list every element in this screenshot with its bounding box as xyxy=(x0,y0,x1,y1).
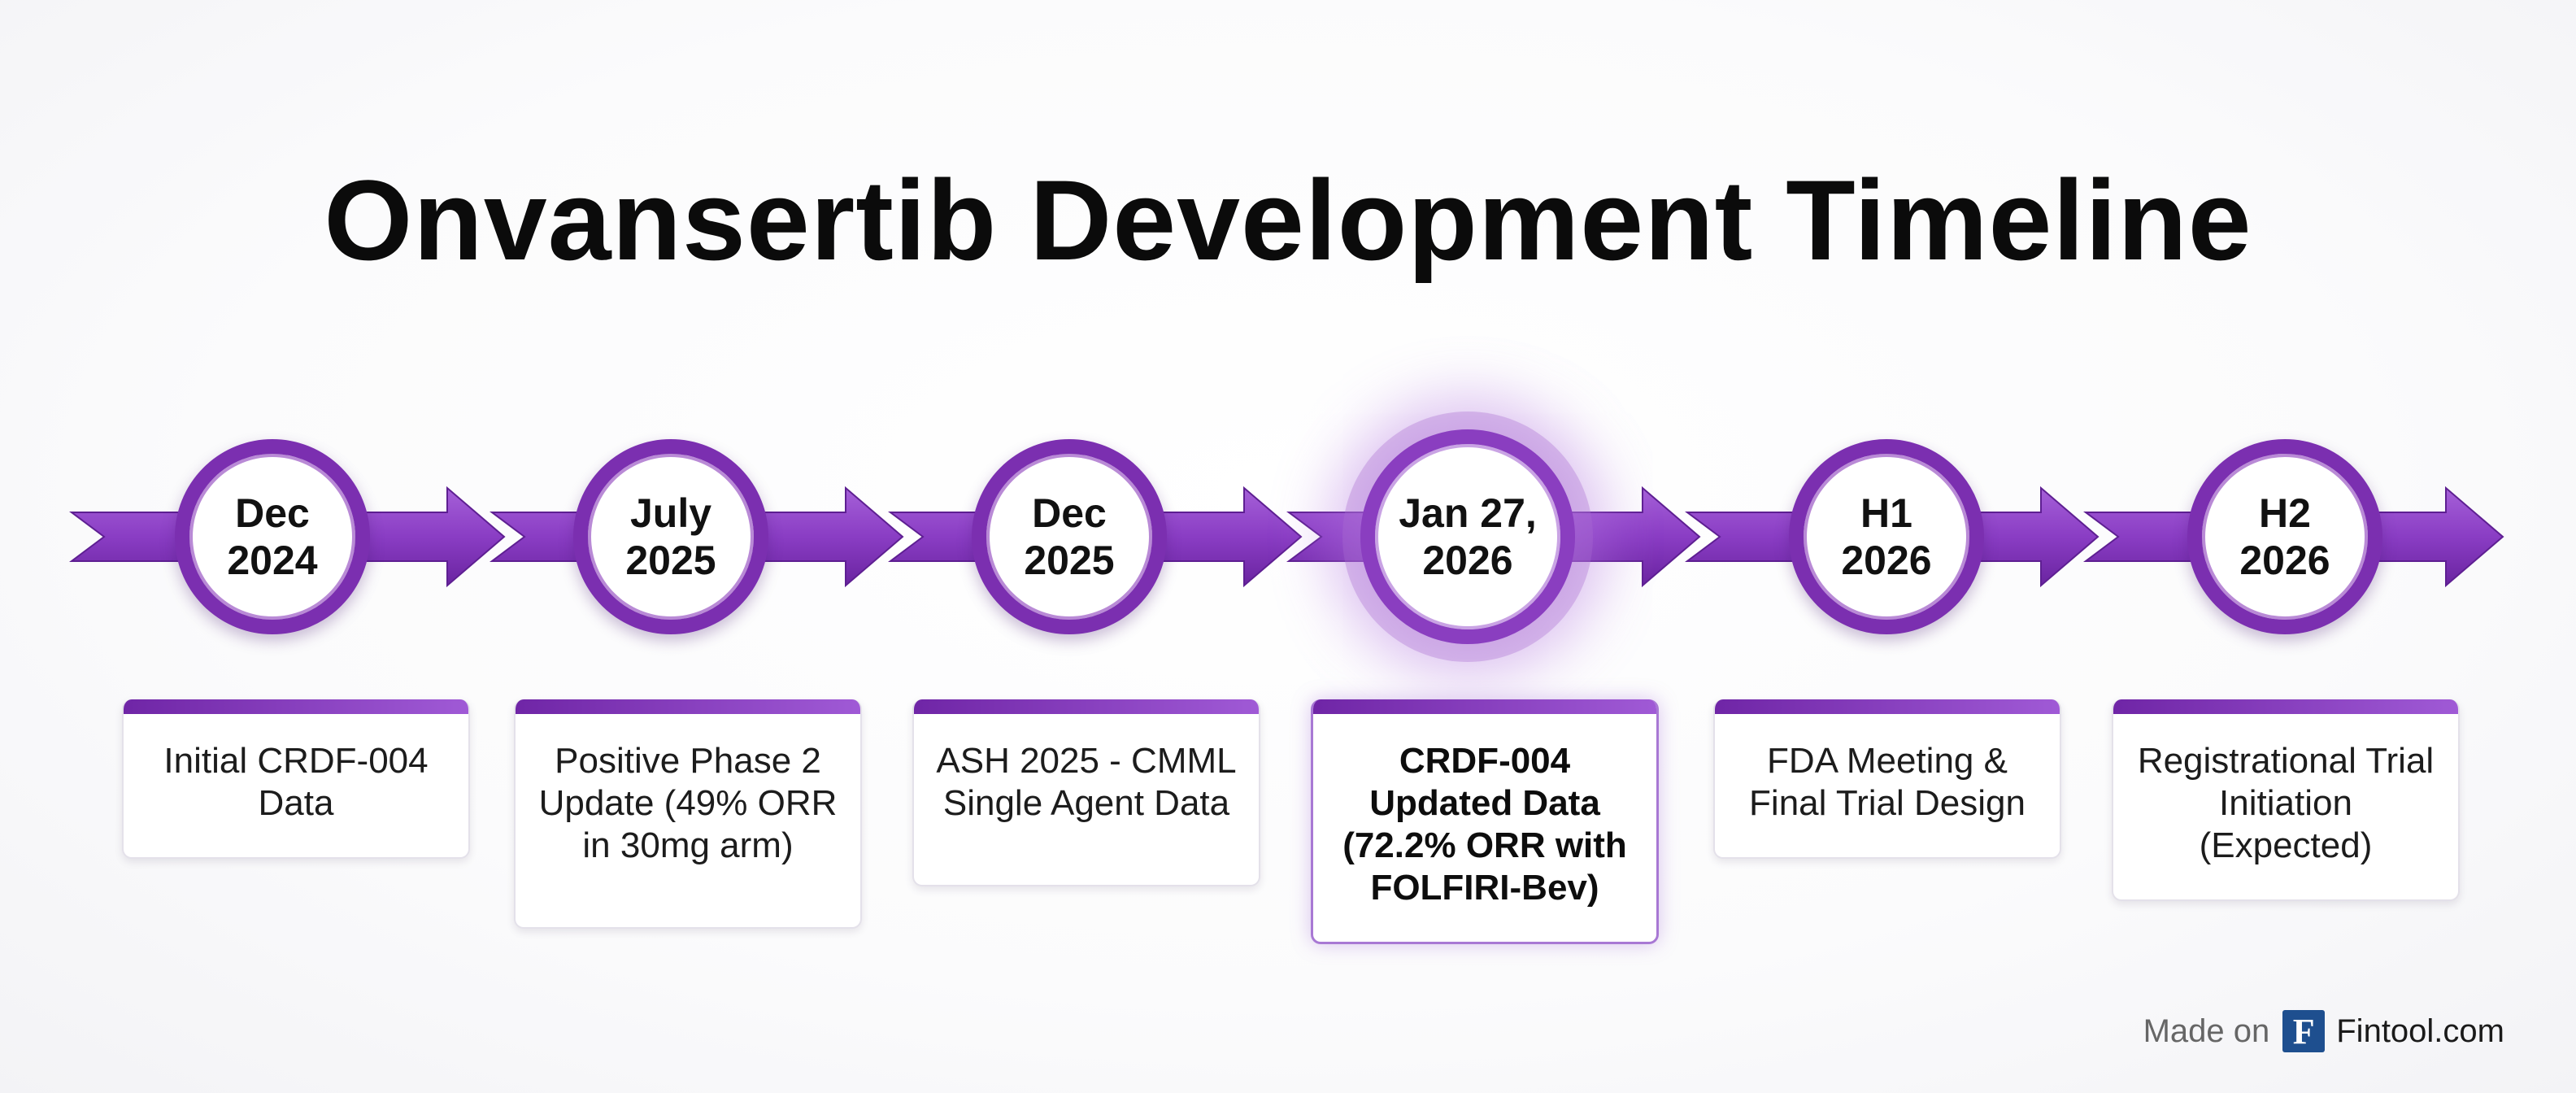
milestone-card: Positive Phase 2 Update (49% ORR in 30mg… xyxy=(514,699,862,929)
milestone-date-line1: Dec xyxy=(1032,490,1107,536)
fintool-logo-icon: F xyxy=(2282,1010,2326,1052)
milestone-date-node: Dec 2024 xyxy=(175,439,370,634)
brand-link[interactable]: Fintool.com xyxy=(2336,1012,2504,1049)
milestone-date-line1: Jan 27, xyxy=(1399,490,1537,536)
milestone-date-line1: July xyxy=(629,490,712,536)
milestone-date-line2: 2025 xyxy=(625,538,716,583)
milestone-card-accent-bar xyxy=(124,699,468,714)
milestone-card: FDA Meeting & Final Trial Design xyxy=(1713,699,2061,859)
milestone-date-line1: H2 xyxy=(2259,490,2311,536)
milestone-card-accent-bar xyxy=(1313,699,1656,714)
footer-brand[interactable]: Made on F Fintool.com xyxy=(2143,1010,2504,1052)
made-on-label: Made on xyxy=(2143,1012,2270,1049)
milestone-description: FDA Meeting & Final Trial Design xyxy=(1749,741,2026,823)
milestone-card: Registrational Trial Initiation (Expecte… xyxy=(2112,699,2460,901)
milestone-date-node: H1 2026 xyxy=(1789,439,1984,634)
milestone-date-node: July 2025 xyxy=(573,439,768,634)
milestone-description: ASH 2025 - CMML Single Agent Data xyxy=(936,741,1237,823)
milestone-card: CRDF-004 Updated Data (72.2% ORR with FO… xyxy=(1311,699,1659,944)
milestone-date-line1: H1 xyxy=(1860,490,1912,536)
milestone-card-accent-bar xyxy=(516,699,860,714)
milestone-description: Initial CRDF-004 Data xyxy=(163,741,429,823)
milestone-card-accent-bar xyxy=(914,699,1259,714)
milestone-description: CRDF-004 Updated Data (72.2% ORR with FO… xyxy=(1342,741,1627,908)
milestone-date-node: Dec 2025 xyxy=(972,439,1167,634)
milestone-date-line2: 2024 xyxy=(227,538,318,583)
milestone-date-line1: Dec xyxy=(235,490,310,536)
milestone-date-line2: 2025 xyxy=(1024,538,1115,583)
milestone-card: ASH 2025 - CMML Single Agent Data xyxy=(912,699,1260,886)
milestone-date-line2: 2026 xyxy=(1841,538,1932,583)
milestone-card-accent-bar xyxy=(1715,699,2060,714)
milestone-date-node: H2 2026 xyxy=(2187,439,2382,634)
milestone-card: Initial CRDF-004 Data xyxy=(122,699,470,859)
milestone-date-node: Jan 27, 2026 xyxy=(1360,429,1575,644)
milestone-description: Positive Phase 2 Update (49% ORR in 30mg… xyxy=(538,741,838,865)
milestone-date-line2: 2026 xyxy=(1422,538,1513,583)
milestone-card-accent-bar xyxy=(2113,699,2458,714)
page-title: Onvansertib Development Timeline xyxy=(324,156,2252,284)
milestone-date-line2: 2026 xyxy=(2239,538,2330,583)
milestone-description: Registrational Trial Initiation (Expecte… xyxy=(2137,741,2435,865)
